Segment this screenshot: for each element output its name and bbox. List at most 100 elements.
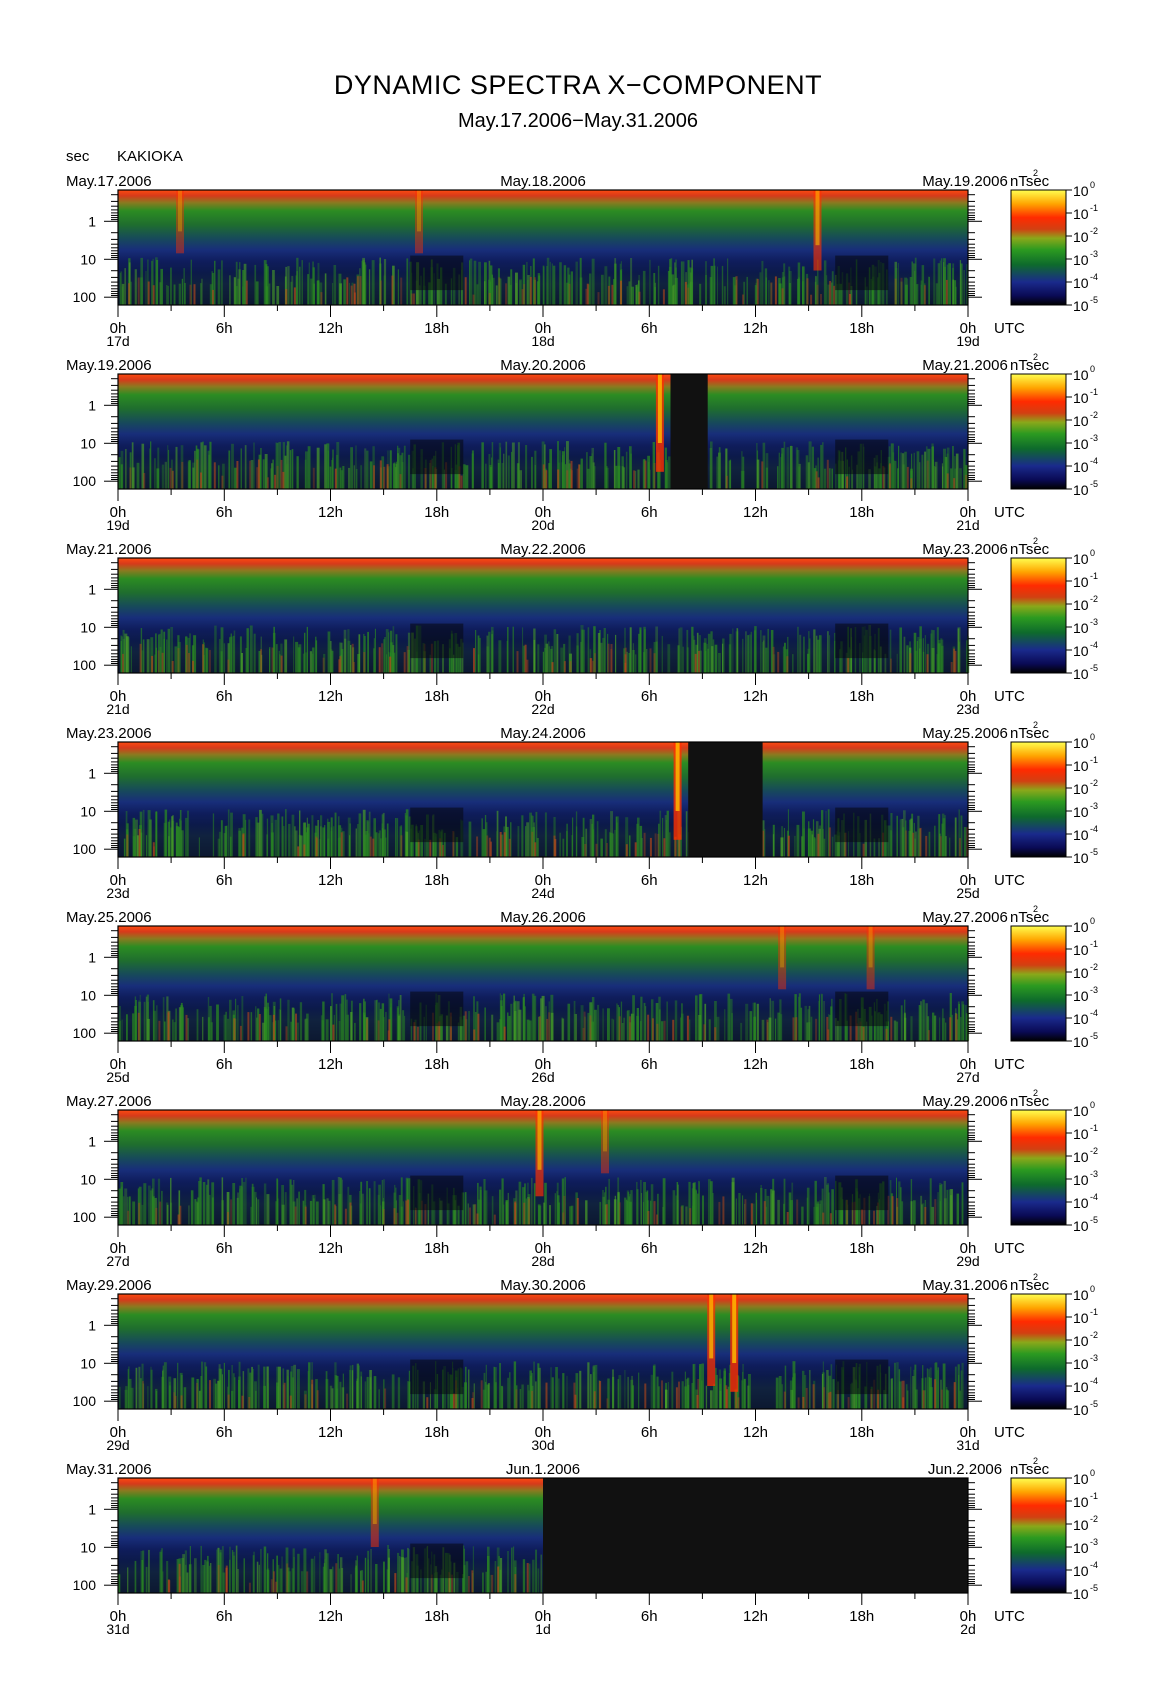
spectral-streak [948,263,951,305]
spectral-streak [189,284,192,305]
spectral-streak [950,1195,953,1225]
spectral-streak [591,258,595,305]
spectral-streak [956,1193,959,1225]
spectral-streak [464,277,467,305]
spectral-streak [722,643,724,673]
spectral-streak [260,1548,262,1593]
spectral-streak [909,653,912,673]
spectral-streak [821,810,824,857]
spectral-streak [784,642,786,673]
spectral-streak [894,460,897,489]
spectral-streak [621,1023,624,1041]
spectral-streak [708,1179,711,1225]
spectral-streak [445,462,448,489]
spectral-streak [224,826,228,857]
spectral-streak [245,280,248,305]
colorbar-tick-label: 10 [1073,1402,1089,1418]
spectral-streak [124,1188,128,1225]
colorbar-tick-exponent: -5 [1090,479,1098,489]
spectral-streak [311,815,314,857]
spectral-streak [542,464,545,489]
spectral-streak [942,818,946,857]
spectral-streak [252,1369,254,1409]
spectral-streak [365,831,368,857]
spectral-streak [295,275,297,305]
spectral-streak [173,284,176,305]
spectral-streak [932,1012,935,1041]
spectral-streak [372,838,375,857]
x-tick-label: 18h [424,1608,449,1625]
spectral-streak [523,1202,526,1225]
spectral-streak [771,1000,775,1041]
quiet-region [835,991,889,1027]
spectral-streak [941,1184,943,1225]
spectral-streak [752,1203,755,1225]
spectral-streak [661,1380,663,1409]
spectral-streak [196,1201,198,1225]
spectral-streak [276,1178,278,1225]
spectral-streak [744,1203,746,1225]
spectral-streak [118,457,121,489]
spectral-streak [909,819,911,857]
spectral-streak [851,1202,854,1225]
colorbar-tick-exponent: 0 [1090,1284,1095,1294]
spectral-streak [477,635,480,673]
spectral-streak [330,827,333,857]
colorbar-tick-exponent: -4 [1090,272,1098,282]
spectral-streak [772,654,776,673]
spectral-streak [777,651,780,673]
spectral-streak [202,441,204,489]
spectral-streak [954,817,957,857]
spectral-streak [667,270,670,305]
spectral-streak [146,639,150,673]
spectral-streak [341,649,344,673]
spectral-streak [204,647,208,673]
spectral-streak [535,811,538,857]
spectral-streak [360,1181,363,1225]
quiet-region [410,255,464,291]
spectral-streak [260,654,263,673]
spectral-streak [127,1369,129,1409]
spectral-streak [712,1193,714,1225]
spectral-streak [212,272,215,305]
spectral-streak [831,998,833,1041]
spectral-streak [150,1369,153,1409]
spectral-streak [783,276,786,305]
spectral-streak [141,650,144,673]
spectral-streak [823,838,826,857]
x-tick-label: 0h [110,320,127,337]
spectral-streak [747,635,749,673]
spectral-streak [592,1366,596,1409]
spectral-streak [663,838,666,857]
spectral-streak [221,1546,224,1593]
spectral-streak [681,1205,684,1225]
spectral-streak [605,466,608,489]
spectral-streak [367,631,369,673]
spectral-streak [396,1212,399,1225]
spectral-streak [743,1378,746,1409]
spectral-streak [550,1012,554,1041]
spectral-streak [653,1364,656,1409]
spectral-streak [677,645,680,673]
spectral-streak [522,1187,525,1225]
spectral-streak [569,653,572,673]
spectral-streak [237,278,240,305]
spectral-streak [580,1005,584,1041]
spectral-streak [207,997,210,1041]
spectral-streak [429,654,431,673]
spectral-streak [361,260,363,305]
x-tick-label: 0h [960,320,977,337]
spectral-streak [497,268,500,305]
spectral-streak [188,1564,192,1593]
spectral-streak [624,1197,627,1225]
spectral-streak [841,460,845,489]
spectral-streak [196,1009,199,1041]
colorbar [1011,1478,1066,1593]
spectral-streak [933,258,936,305]
spectral-streak [629,1193,631,1225]
spectral-streak [855,1381,858,1409]
spectral-streak [582,1028,585,1041]
spectral-streak [486,1384,489,1409]
colorbar-tick-exponent: -3 [1090,985,1098,995]
spectral-streak [242,1371,245,1409]
